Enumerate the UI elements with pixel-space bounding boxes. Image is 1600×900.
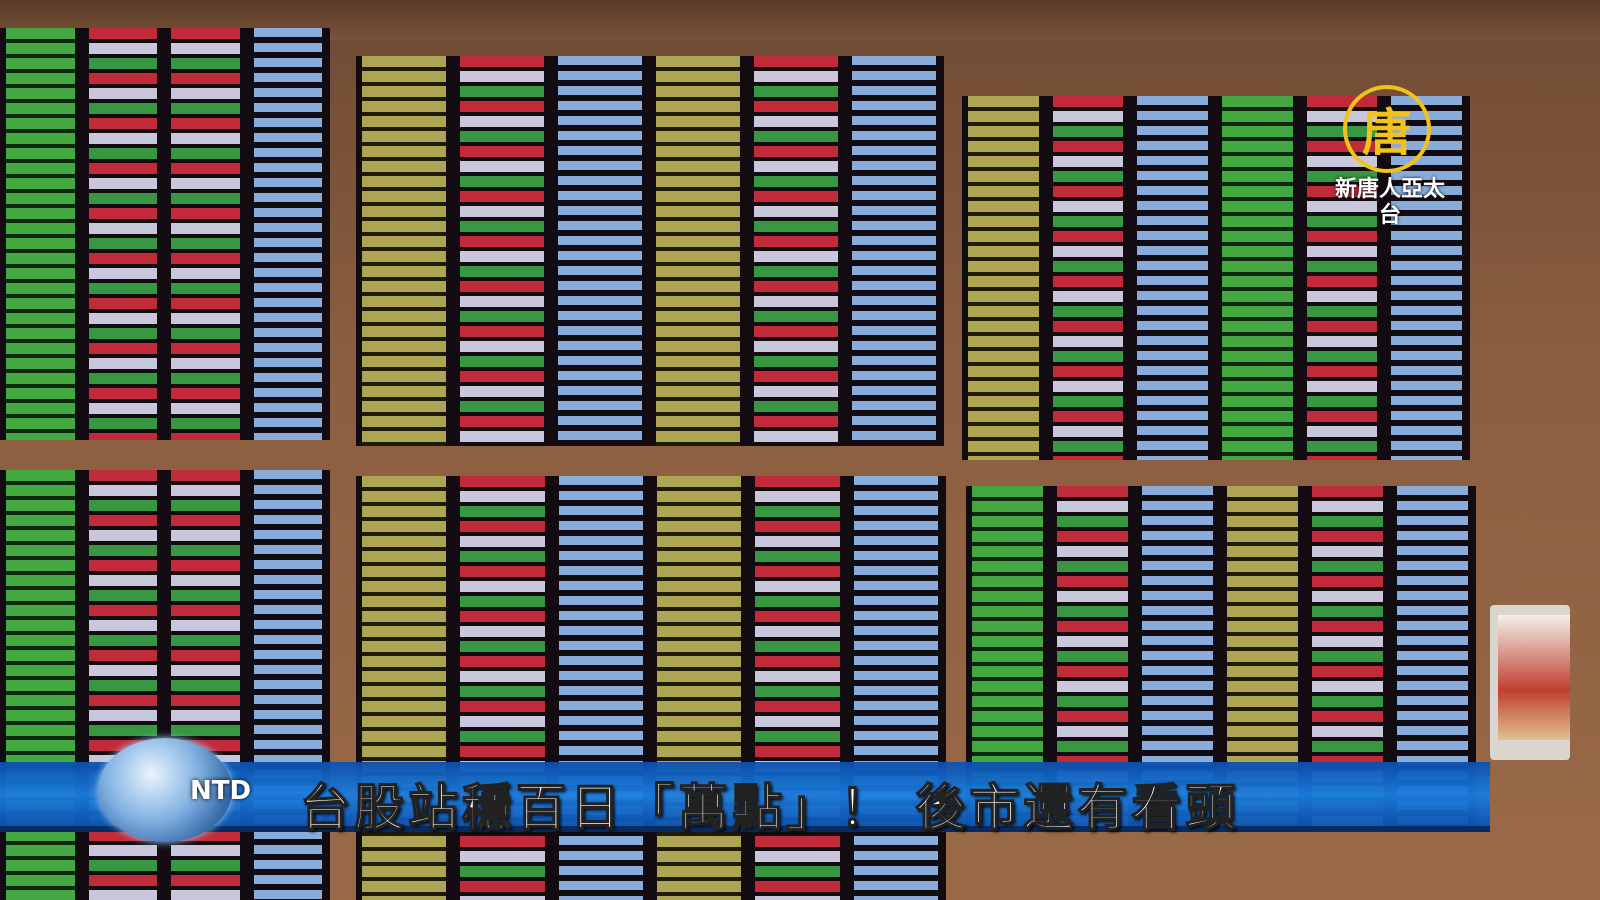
caption-band — [0, 762, 1490, 828]
caption-band-edge — [0, 826, 1490, 832]
quote-column — [1052, 96, 1124, 460]
side-monitor — [1490, 605, 1570, 760]
channel-logo: 唐 新唐人亞太台 — [1335, 85, 1455, 230]
quote-column — [253, 28, 322, 440]
tang-emblem-icon: 唐 — [1343, 85, 1431, 173]
channel-name: 新唐人亞太台 — [1335, 177, 1446, 228]
quote-column — [968, 96, 1039, 460]
quote-column — [754, 56, 838, 446]
quote-column — [460, 56, 544, 446]
quote-panel — [356, 56, 944, 446]
quote-panel — [0, 28, 330, 440]
quote-column — [6, 470, 75, 900]
quote-column — [171, 28, 240, 440]
quote-column — [852, 56, 936, 446]
quote-column — [656, 56, 740, 446]
globe-icon — [98, 738, 232, 842]
quote-column — [558, 56, 642, 446]
news-caption: 台股站穩百日「萬點」！ 後市還有看頭 — [299, 778, 1240, 838]
broadcaster-mark: NTD — [190, 776, 252, 806]
quote-column — [88, 28, 157, 440]
quote-column — [1137, 96, 1208, 460]
quote-column — [6, 28, 75, 440]
quote-column — [362, 56, 446, 446]
quote-column — [1222, 96, 1293, 460]
